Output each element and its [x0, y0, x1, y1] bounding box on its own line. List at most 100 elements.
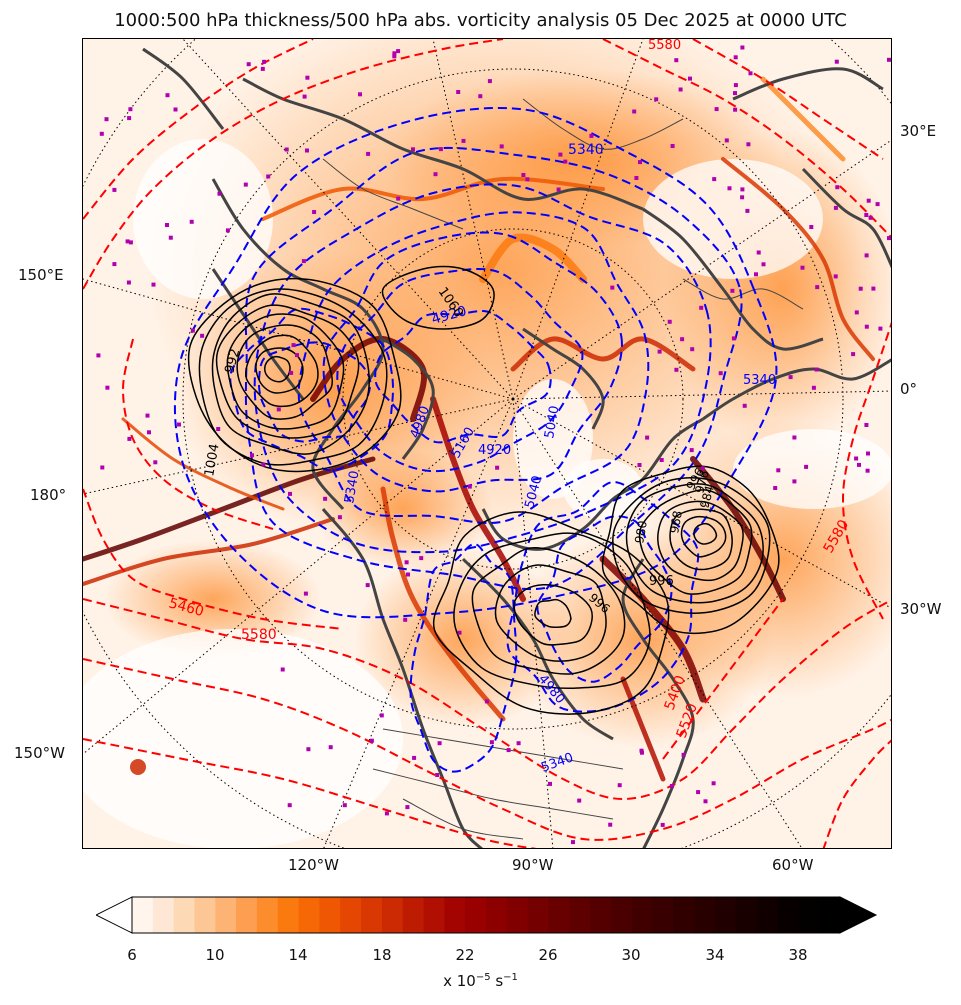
station-marker — [104, 117, 109, 122]
colorbar-tick-label: 14 — [288, 946, 308, 964]
mslp-contour — [657, 500, 744, 582]
thickness-contour-warm — [83, 39, 314, 220]
warm-thickness-contours — [83, 39, 891, 848]
thickness-contour-cold — [297, 211, 650, 524]
colorbar-cell — [319, 897, 341, 933]
colorbar-cell — [423, 897, 445, 933]
meridian-line — [432, 39, 514, 400]
mslp-contour — [625, 483, 764, 604]
station-marker — [189, 219, 194, 224]
vorticity-streak — [690, 456, 786, 602]
station-marker — [516, 741, 521, 746]
colorbar-cell — [236, 897, 258, 933]
station-marker — [200, 333, 205, 338]
station-marker — [756, 250, 761, 255]
vorticity-streak — [83, 456, 376, 562]
station-marker — [788, 375, 793, 380]
station-marker — [127, 116, 132, 121]
station-marker — [654, 97, 659, 102]
station-marker — [177, 422, 181, 427]
colorbar-tick-label: 18 — [372, 946, 392, 964]
station-marker — [645, 435, 650, 440]
station-marker — [168, 235, 173, 240]
station-marker — [800, 265, 805, 270]
station-marker — [337, 515, 342, 520]
station-marker — [733, 83, 738, 88]
station-marker — [858, 286, 863, 291]
vorticity-map: 5340 4920 5160 5040 4980 4920 5040 5340 … — [83, 39, 891, 848]
vorticity-streak — [510, 336, 696, 372]
thickness-contour-cold — [244, 146, 743, 591]
colorbar-cell — [402, 897, 425, 933]
vorticity-streak — [430, 396, 526, 602]
vorticity-streak — [261, 176, 605, 221]
station-marker — [718, 371, 723, 376]
mslp-contour — [245, 334, 319, 408]
station-marker — [125, 239, 130, 244]
colorbar-cell — [715, 897, 737, 933]
station-marker — [724, 138, 729, 143]
colorbar-cell — [819, 897, 841, 933]
station-marker — [489, 740, 494, 745]
station-marker — [632, 109, 637, 114]
station-marker — [396, 196, 401, 201]
mslp-contour — [432, 511, 670, 715]
station-marker — [887, 57, 891, 62]
colorbar-cell — [673, 897, 695, 933]
border-line — [522, 98, 684, 150]
station-marker — [305, 148, 309, 153]
station-marker — [96, 353, 101, 358]
coastline-segment — [702, 358, 891, 421]
latitude-circle — [342, 228, 684, 570]
vorticity-low-area — [513, 379, 593, 499]
station-marker — [835, 185, 840, 190]
station-marker — [748, 71, 753, 76]
station-marker — [506, 748, 511, 753]
coastline-segment — [211, 268, 305, 400]
border-line — [402, 798, 524, 840]
coastline-segment — [321, 508, 484, 848]
colorbar-cell — [465, 897, 487, 933]
station-marker — [435, 773, 440, 777]
station-marker — [173, 107, 178, 112]
vorticity-low-area — [83, 629, 403, 848]
thickness-contour-cold — [229, 307, 394, 472]
black-contour-label: 992 — [222, 347, 243, 375]
station-marker — [548, 781, 552, 786]
mslp-contour — [453, 532, 651, 690]
thickness-contour-cold — [336, 267, 584, 473]
station-marker — [165, 223, 169, 227]
station-marker — [670, 144, 675, 148]
station-marker — [740, 45, 745, 50]
thickness-contour-cold — [409, 543, 518, 773]
station-marker — [740, 195, 745, 200]
station-marker — [761, 262, 766, 267]
coastline-segment — [522, 327, 605, 430]
thickness-contour-warm — [662, 598, 784, 760]
station-marker — [700, 466, 705, 471]
station-marker — [866, 451, 870, 456]
station-marker — [563, 159, 568, 164]
vorticity-streak — [83, 517, 335, 586]
station-marker — [128, 107, 133, 112]
black-contour-label: 1004 — [202, 442, 223, 477]
station-marker — [851, 352, 856, 357]
station-marker — [854, 310, 859, 315]
station-marker — [127, 436, 132, 441]
station-marker — [833, 205, 838, 210]
station-marker — [467, 484, 472, 489]
station-marker — [403, 617, 408, 622]
colorbar-extend-low — [96, 896, 133, 934]
blue-contour-label: 5040 — [542, 404, 563, 439]
coastlines — [142, 47, 891, 848]
station-marker — [746, 142, 751, 147]
thickness-contour-warm — [602, 39, 891, 239]
station-marker — [792, 479, 797, 484]
station-marker — [834, 59, 839, 64]
station-marker — [814, 367, 819, 372]
station-marker — [384, 811, 389, 816]
longitude-label-30e: 30°E — [900, 122, 937, 140]
station-marker — [792, 435, 797, 440]
station-marker — [99, 131, 104, 136]
station-marker — [733, 107, 738, 112]
